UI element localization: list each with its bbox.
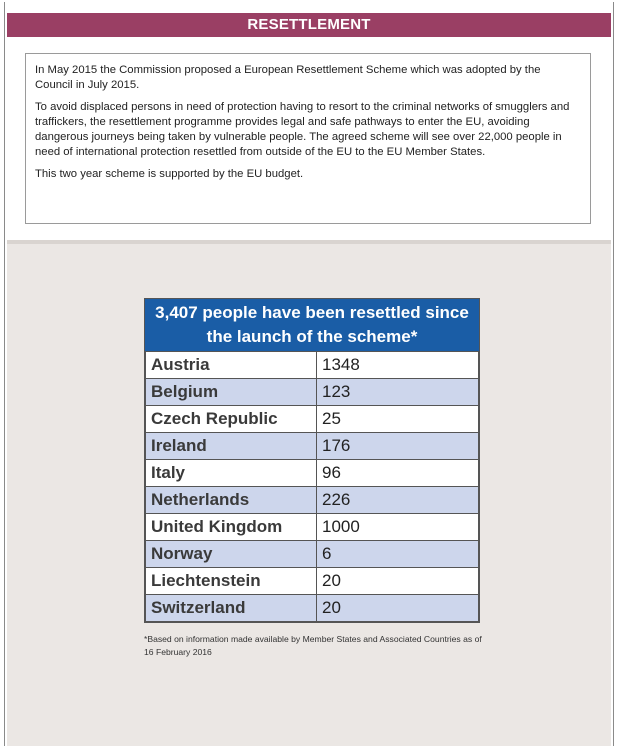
value-cell: 25 [316, 405, 479, 433]
value-cell: 1000 [316, 513, 479, 541]
footnote: *Based on information made available by … [144, 634, 482, 657]
value-cell: 226 [316, 486, 479, 514]
intro-text-box: In May 2015 the Commission proposed a Eu… [25, 53, 591, 224]
value-cell: 123 [316, 378, 479, 406]
table-row: United Kingdom 1000 [145, 513, 479, 541]
country-cell: Italy [145, 459, 317, 487]
country-cell: United Kingdom [145, 513, 317, 541]
country-cell: Austria [145, 351, 317, 379]
table-row: Czech Republic 25 [145, 405, 479, 433]
table-row: Italy 96 [145, 459, 479, 487]
table-row: Liechtenstein 20 [145, 567, 479, 595]
country-cell: Belgium [145, 378, 317, 406]
intro-paragraph-3: This two year scheme is supported by the… [35, 167, 304, 180]
country-cell: Czech Republic [145, 405, 317, 433]
table-title: 3,407 people have been resettled since t… [145, 299, 479, 351]
value-cell: 1348 [316, 351, 479, 379]
table-row: Netherlands 226 [145, 486, 479, 514]
country-cell: Liechtenstein [145, 567, 317, 595]
table-row: Norway 6 [145, 540, 479, 568]
section-header: RESETTLEMENT [7, 13, 611, 37]
country-cell: Switzerland [145, 594, 317, 622]
table-row: Belgium 123 [145, 378, 479, 406]
table-row: Switzerland 20 [145, 594, 479, 622]
table-row: Ireland 176 [145, 432, 479, 460]
value-cell: 6 [316, 540, 479, 568]
value-cell: 176 [316, 432, 479, 460]
country-cell: Ireland [145, 432, 317, 460]
intro-paragraph-2: To avoid displaced persons in need of pr… [35, 100, 570, 159]
resettlement-table: 3,407 people have been resettled since t… [144, 298, 480, 623]
value-cell: 96 [316, 459, 479, 487]
value-cell: 20 [316, 567, 479, 595]
value-cell: 20 [316, 594, 479, 622]
intro-paragraph-1: In May 2015 the Commission proposed a Eu… [35, 64, 541, 92]
country-table: Austria 1348 Belgium 123 Czech Republic … [145, 351, 479, 622]
country-cell: Norway [145, 540, 317, 568]
country-cell: Netherlands [145, 486, 317, 514]
table-row: Austria 1348 [145, 351, 479, 379]
panel-divider [7, 240, 611, 244]
